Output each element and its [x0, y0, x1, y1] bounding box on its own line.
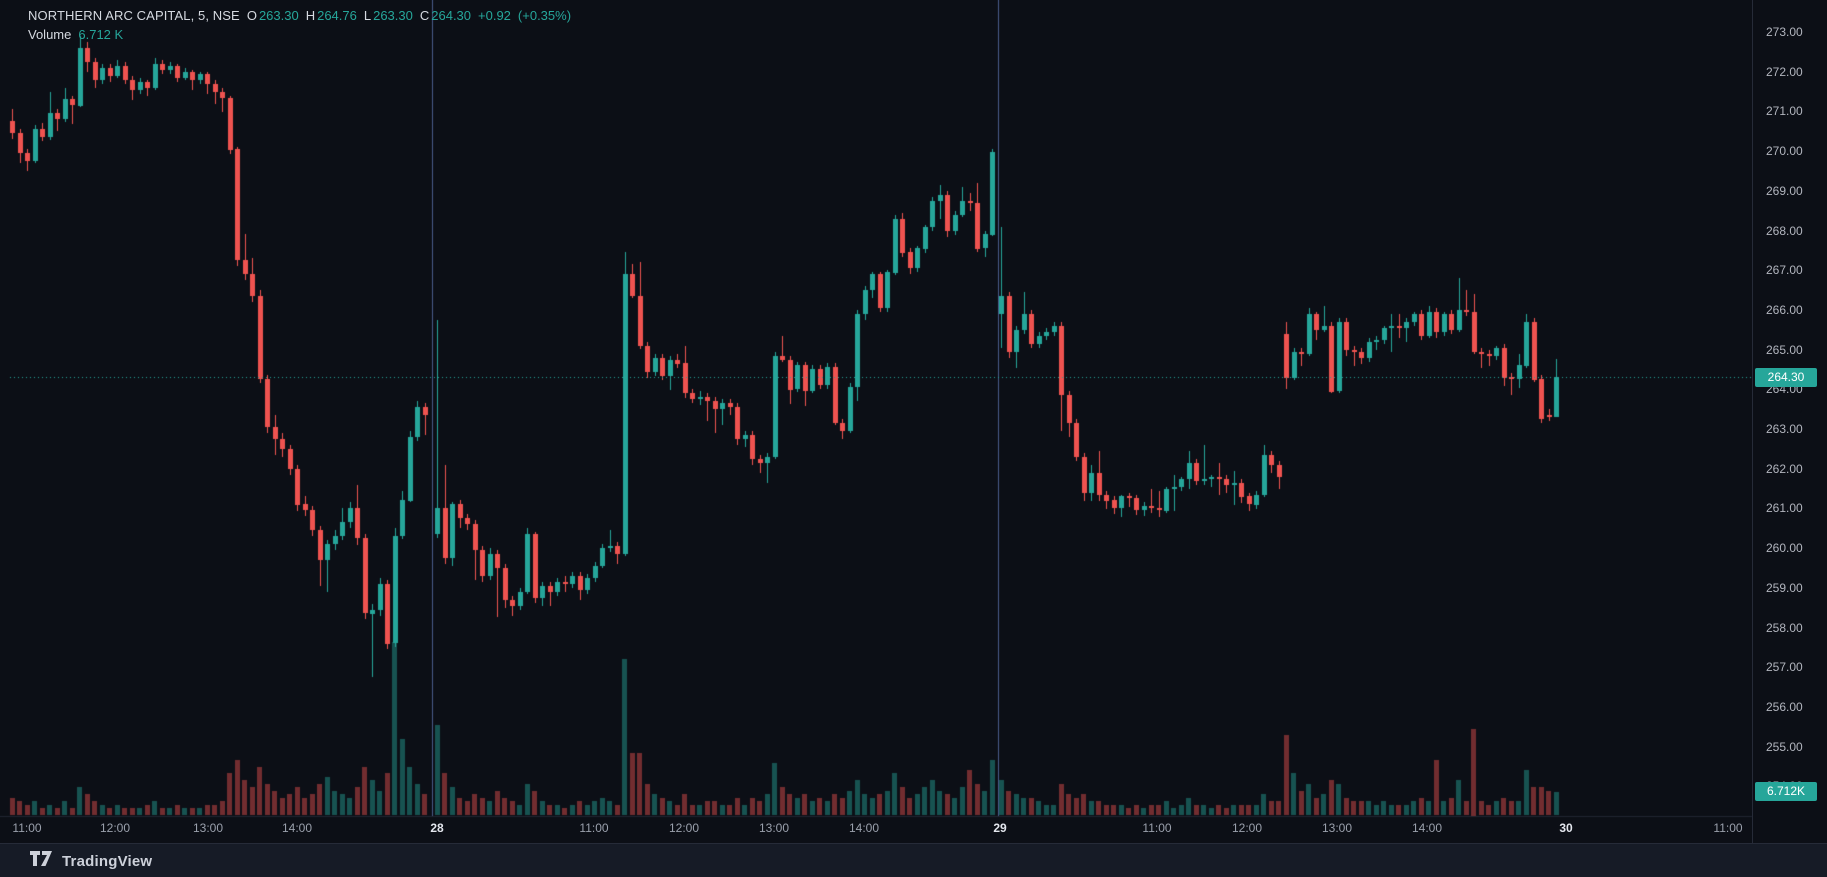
price-tick-label: 273.00: [1766, 25, 1803, 39]
price-tick-label: 259.00: [1766, 580, 1803, 595]
price-tick-label: 260.00: [1766, 541, 1803, 556]
price-tick-label: 258.00: [1766, 620, 1803, 635]
time-axis[interactable]: 11:00 12:00 13:00 14:00 28 11:00 12:00 13:00 14:…: [0, 816, 1752, 843]
last-price-badge: 264.30: [1755, 367, 1817, 387]
price-tick-label: 269.00: [1766, 183, 1803, 198]
price-tick-label: 255.00: [1766, 739, 1803, 754]
price-tick-label: 265.00: [1766, 342, 1803, 357]
time-tick-label: 11:00: [12, 821, 42, 835]
time-tick-day-label: 28: [430, 821, 444, 835]
price-tick-label: 256.00: [1766, 699, 1803, 714]
time-tick-day-label: 29: [993, 821, 1007, 835]
time-tick-label: 12:00: [1231, 821, 1263, 835]
tradingview-logo-icon: [30, 851, 54, 871]
time-tick-day-label: 30: [1559, 821, 1573, 835]
time-tick-label: 13:00: [1321, 821, 1353, 835]
time-tick-label: 12:00: [99, 821, 131, 835]
price-tick-label: 261.00: [1766, 501, 1803, 516]
ohlc-open: O 263.30: [246, 8, 299, 23]
volume-label: Volume: [28, 27, 72, 42]
change-percent: (+0.35%): [517, 8, 572, 23]
change-value: +0.92: [478, 8, 511, 23]
price-tick-label: 270.00: [1766, 144, 1803, 159]
time-tick-label: 12:00: [668, 821, 700, 835]
time-tick-label: 13:00: [192, 821, 224, 835]
tradingview-logo-link[interactable]: TradingView: [30, 851, 152, 871]
symbol-title[interactable]: NORTHERN ARC CAPITAL, 5, NSE: [28, 8, 240, 23]
price-tick-label: 257.00: [1766, 660, 1803, 675]
volume-value: 6.712 K: [78, 27, 124, 42]
time-tick-label: 13:00: [758, 821, 790, 835]
volume-badge: 6.712K: [1755, 782, 1817, 802]
time-tick-label: 11:00: [579, 821, 609, 835]
price-axis[interactable]: 264.30 6.712K 273.00 272.00 271.00 270.00 26…: [1752, 0, 1827, 843]
price-tick-label: 263.00: [1766, 422, 1803, 436]
time-tick-label: 14:00: [1411, 821, 1443, 835]
ohlc-high: H 264.76: [305, 8, 357, 23]
tradingview-logo-text: TradingView: [62, 852, 153, 870]
symbol-legend-row: NORTHERN ARC CAPITAL, 5, NSE O 263.30 H 26…: [28, 6, 571, 25]
price-tick-label: 267.00: [1766, 263, 1803, 278]
ohlc-close: C 264.30: [419, 8, 472, 23]
price-tick-label: 262.00: [1766, 461, 1803, 476]
ohlc-low: L 263.30: [363, 8, 413, 23]
price-tick-label: 271.00: [1766, 104, 1803, 119]
bottom-toolbar: TradingView: [0, 843, 1827, 877]
price-tick-label: 266.00: [1766, 302, 1803, 317]
time-tick-label: 14:00: [281, 821, 313, 835]
volume-legend-row: Volume 6.712 K: [28, 25, 571, 44]
price-tick-label: 272.00: [1766, 64, 1803, 79]
time-tick-label: 11:00: [1142, 821, 1172, 835]
price-tick-label: 268.00: [1766, 223, 1803, 238]
chart-legend: NORTHERN ARC CAPITAL, 5, NSE O 263.30 H 26…: [28, 6, 571, 44]
time-tick-label: 14:00: [848, 821, 880, 835]
time-tick-label: 11:00: [1713, 821, 1743, 835]
